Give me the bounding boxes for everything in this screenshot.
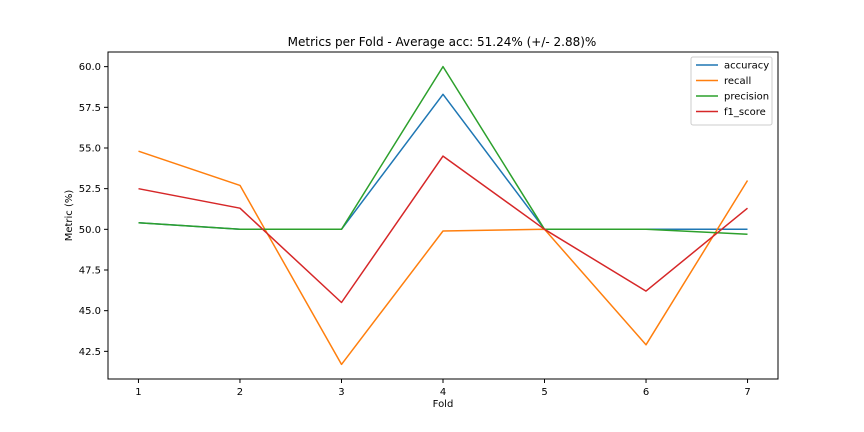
legend-label: accuracy xyxy=(724,61,769,72)
y-tick-label: 42.5 xyxy=(79,347,101,358)
legend: accuracy recall precision f1_score xyxy=(690,56,773,126)
y-axis-label: Metric (%) xyxy=(64,190,75,242)
legend-label: recall xyxy=(724,76,751,87)
series-lines xyxy=(138,65,749,366)
y-tick-label: 55.0 xyxy=(79,143,101,154)
plot-area xyxy=(107,51,779,380)
x-axis: 1 2 3 4 5 6 7 xyxy=(135,379,751,398)
x-tick-label: 1 xyxy=(135,387,141,398)
x-tick-label: 5 xyxy=(541,387,547,398)
x-tick-label: 7 xyxy=(744,387,750,398)
y-tick-label: 57.5 xyxy=(79,103,101,114)
y-tick-label: 45.0 xyxy=(79,306,101,317)
x-tick-label: 3 xyxy=(338,387,344,398)
x-tick-label: 4 xyxy=(440,387,446,398)
y-tick-label: 50.0 xyxy=(79,225,101,236)
series-line-recall xyxy=(138,150,749,366)
y-tick-label: 52.5 xyxy=(79,184,101,195)
x-axis-label: Fold xyxy=(433,399,454,410)
chart-title: Metrics per Fold - Average acc: 51.24% (… xyxy=(288,35,597,49)
x-tick-label: 2 xyxy=(237,387,243,398)
series-line-precision xyxy=(138,65,748,235)
y-tick-label: 60.0 xyxy=(79,62,101,73)
legend-box xyxy=(690,56,773,126)
series-line-f1-score xyxy=(138,155,748,304)
legend-label: precision xyxy=(724,92,769,103)
y-axis: 42.5 45.0 47.5 50.0 52.5 55.0 57.5 60.0 xyxy=(79,62,108,358)
legend-label: f1_score xyxy=(724,107,766,118)
y-tick-label: 47.5 xyxy=(79,266,101,277)
x-tick-label: 6 xyxy=(643,387,649,398)
